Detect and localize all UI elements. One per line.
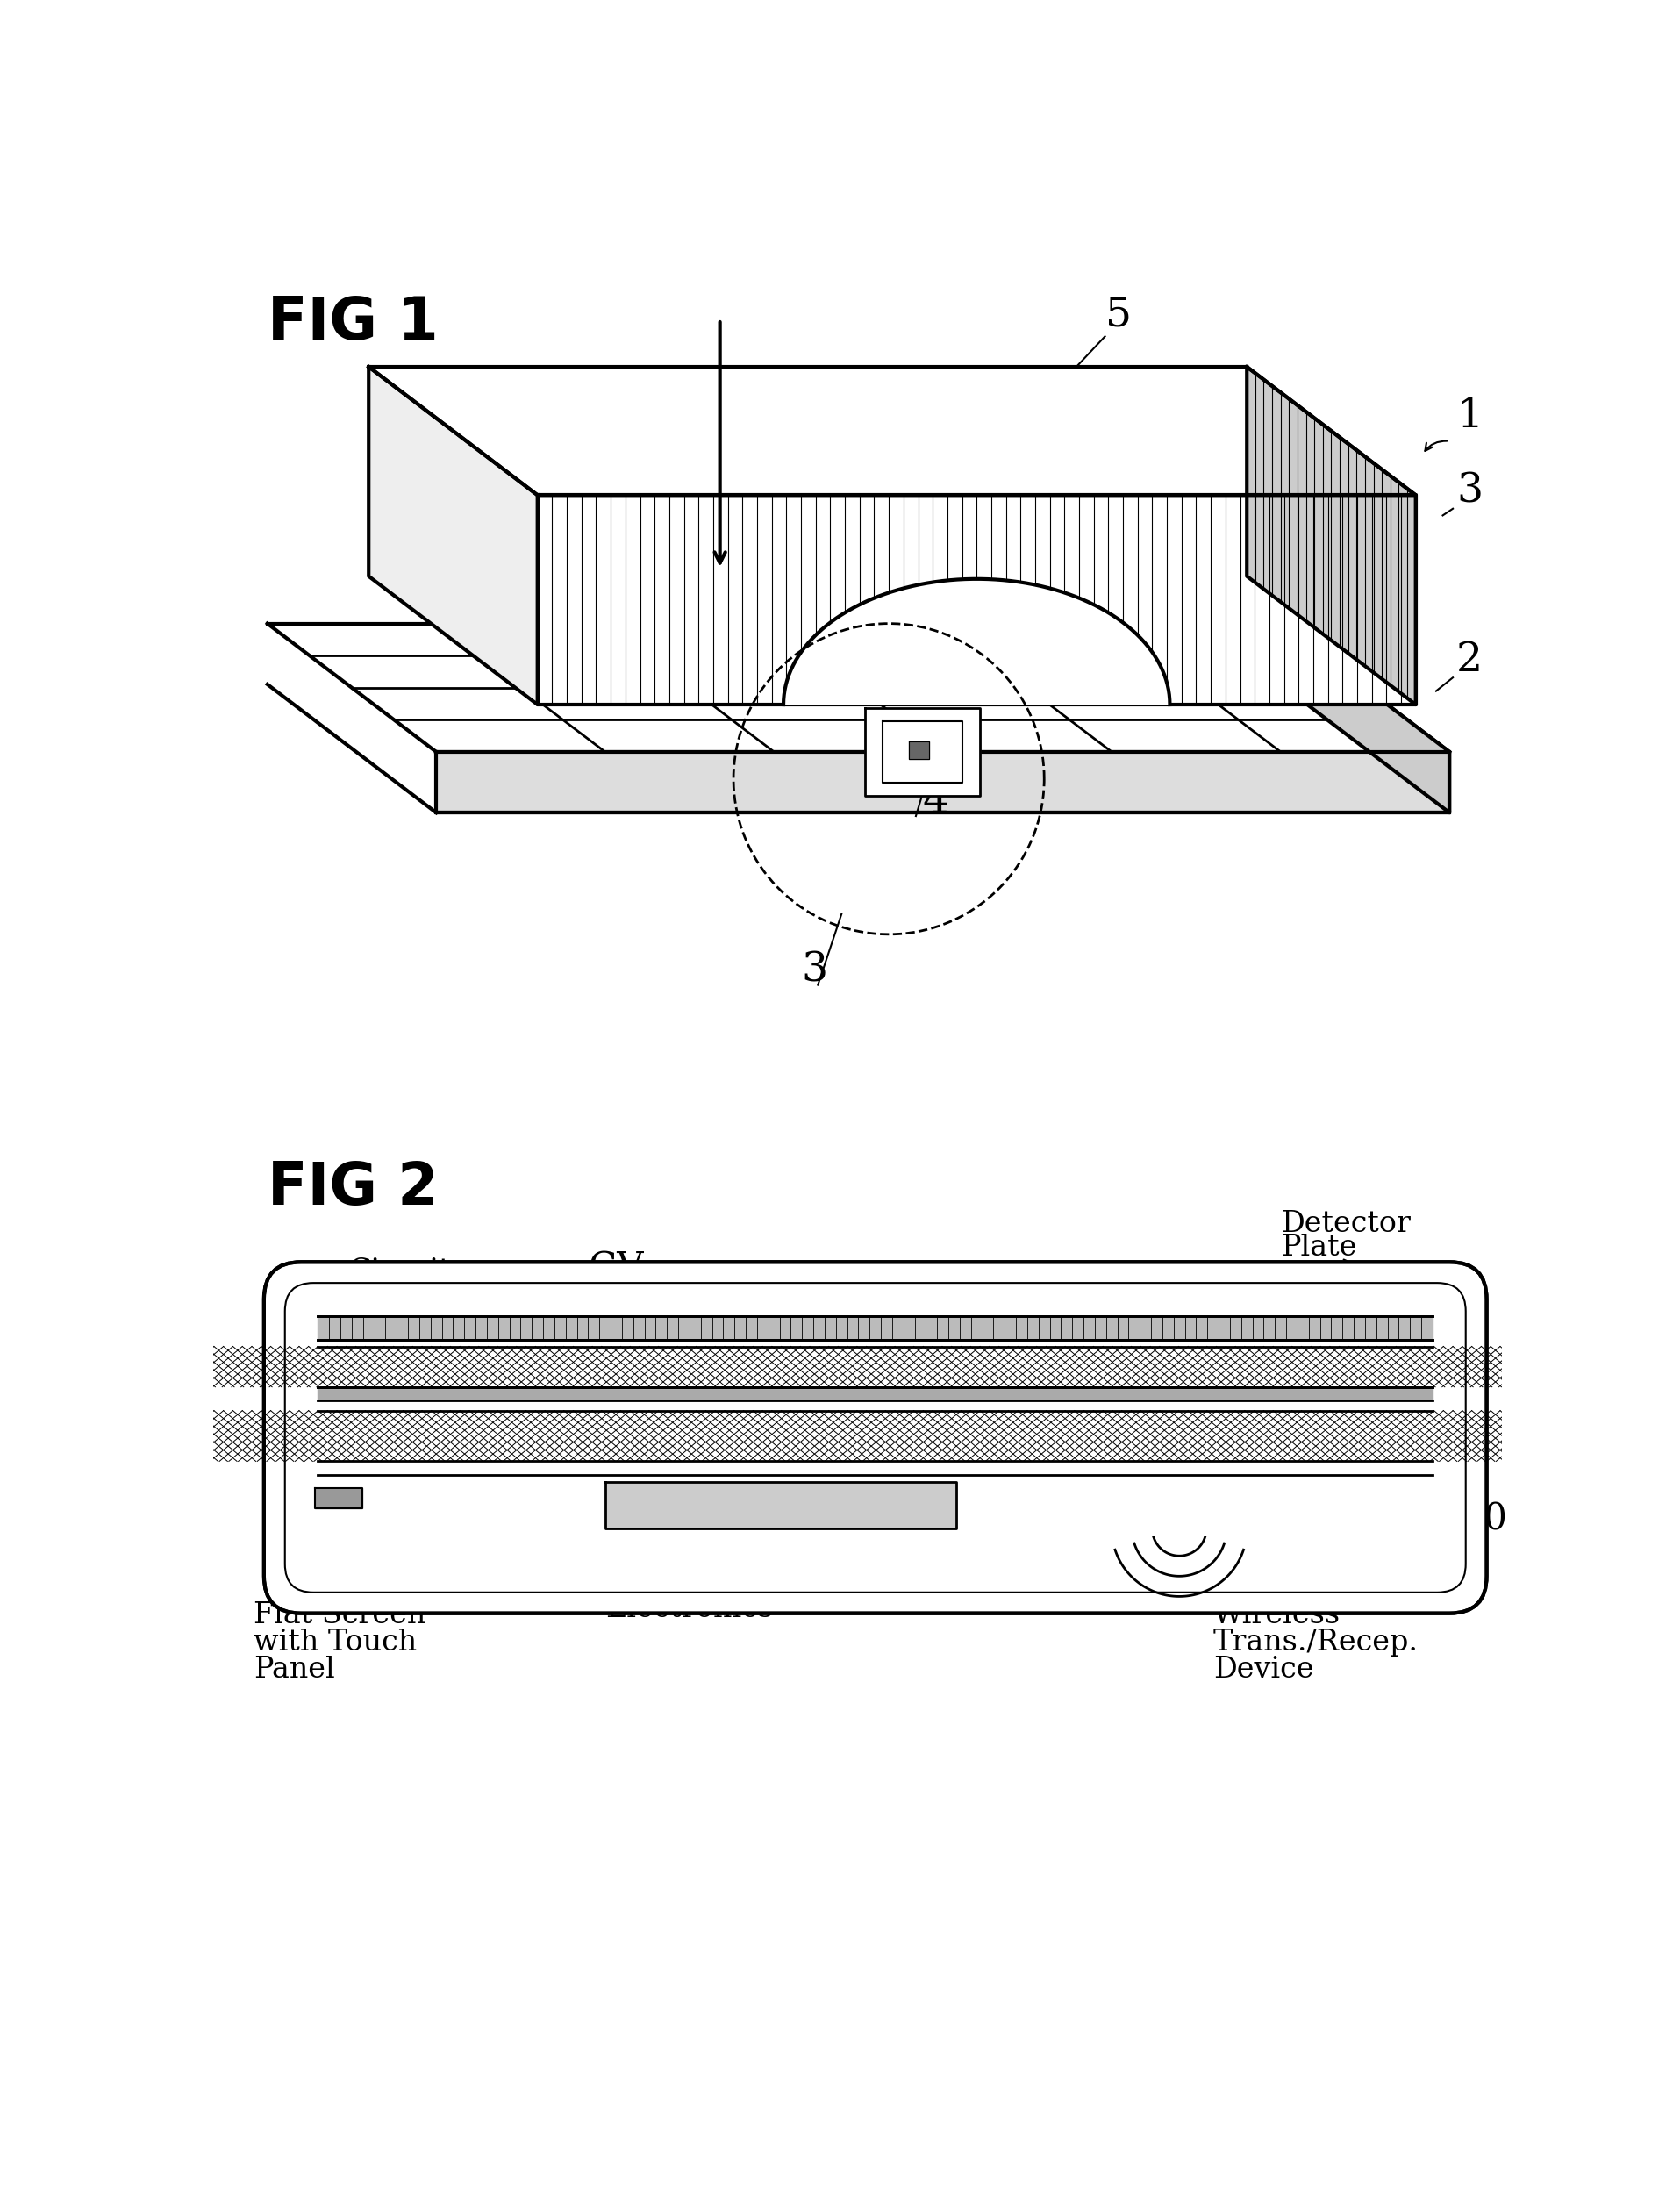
Polygon shape: [783, 580, 1169, 706]
Text: Detector: Detector: [1280, 1210, 1410, 1239]
Polygon shape: [368, 367, 537, 706]
Text: FIG 1: FIG 1: [268, 294, 438, 352]
Text: 10: 10: [1462, 1500, 1507, 1537]
Text: 3: 3: [801, 951, 828, 991]
Polygon shape: [368, 367, 1415, 495]
Polygon shape: [318, 1316, 1432, 1340]
Text: GR: GR: [268, 1480, 325, 1517]
Polygon shape: [318, 1316, 1432, 1340]
Text: with Touch: with Touch: [254, 1628, 417, 1657]
Polygon shape: [318, 1411, 1432, 1462]
Text: FIG 2: FIG 2: [268, 1159, 438, 1217]
Text: 11: 11: [308, 1391, 355, 1429]
Text: 9: 9: [1179, 1546, 1203, 1584]
Polygon shape: [315, 1489, 361, 1509]
Polygon shape: [865, 708, 980, 796]
FancyBboxPatch shape: [264, 1263, 1487, 1613]
Text: 7: 7: [1462, 1385, 1486, 1422]
Text: Plate: Plate: [1280, 1234, 1357, 1261]
Text: 6: 6: [878, 1279, 902, 1316]
Polygon shape: [318, 1387, 1432, 1400]
Text: Device: Device: [1213, 1655, 1313, 1683]
Text: 3: 3: [1456, 471, 1482, 511]
Polygon shape: [537, 495, 1415, 706]
Text: GV: GV: [589, 1250, 644, 1287]
Text: 2: 2: [1462, 1325, 1486, 1360]
Text: 1: 1: [331, 1345, 355, 1380]
Polygon shape: [1280, 624, 1449, 812]
Polygon shape: [908, 741, 930, 759]
Text: Electronics: Electronics: [606, 1595, 773, 1624]
Polygon shape: [606, 1482, 957, 1528]
Text: Panel: Panel: [254, 1655, 335, 1683]
Text: Wireless: Wireless: [1213, 1601, 1340, 1630]
Text: 4: 4: [922, 781, 949, 821]
Polygon shape: [437, 752, 1449, 812]
Text: 5: 5: [1179, 1279, 1203, 1316]
Polygon shape: [318, 1347, 1432, 1387]
Text: Trans./Recep.: Trans./Recep.: [1213, 1628, 1419, 1657]
Text: Flat Screen: Flat Screen: [254, 1601, 427, 1630]
Text: 1: 1: [1456, 396, 1482, 436]
Polygon shape: [1246, 367, 1415, 706]
Text: Board: Board: [348, 1281, 438, 1310]
Polygon shape: [318, 1475, 1432, 1566]
Text: Circuit: Circuit: [348, 1256, 450, 1285]
Text: 8: 8: [795, 1582, 818, 1617]
Polygon shape: [268, 624, 1449, 752]
Text: 2: 2: [1456, 639, 1482, 679]
Text: 5: 5: [1106, 296, 1131, 334]
